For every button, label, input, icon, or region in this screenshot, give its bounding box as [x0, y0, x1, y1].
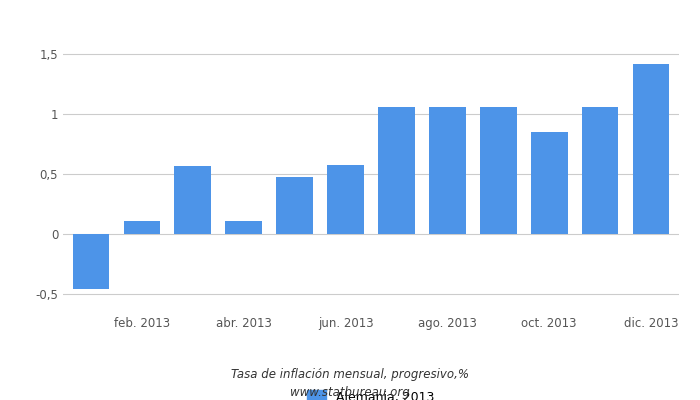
Text: www.statbureau.org: www.statbureau.org: [290, 386, 410, 399]
Bar: [174, 166, 211, 234]
Bar: [429, 107, 466, 234]
Bar: [378, 107, 415, 234]
Bar: [73, 234, 109, 289]
Text: Tasa de inflación mensual, progresivo,%: Tasa de inflación mensual, progresivo,%: [231, 368, 469, 381]
Bar: [124, 221, 160, 234]
Bar: [276, 176, 313, 234]
Bar: [531, 132, 568, 234]
Bar: [327, 165, 364, 234]
Legend: Alemania, 2013: Alemania, 2013: [302, 386, 440, 400]
Bar: [480, 107, 517, 234]
Bar: [225, 221, 262, 234]
Bar: [633, 64, 669, 234]
Bar: [582, 107, 618, 234]
